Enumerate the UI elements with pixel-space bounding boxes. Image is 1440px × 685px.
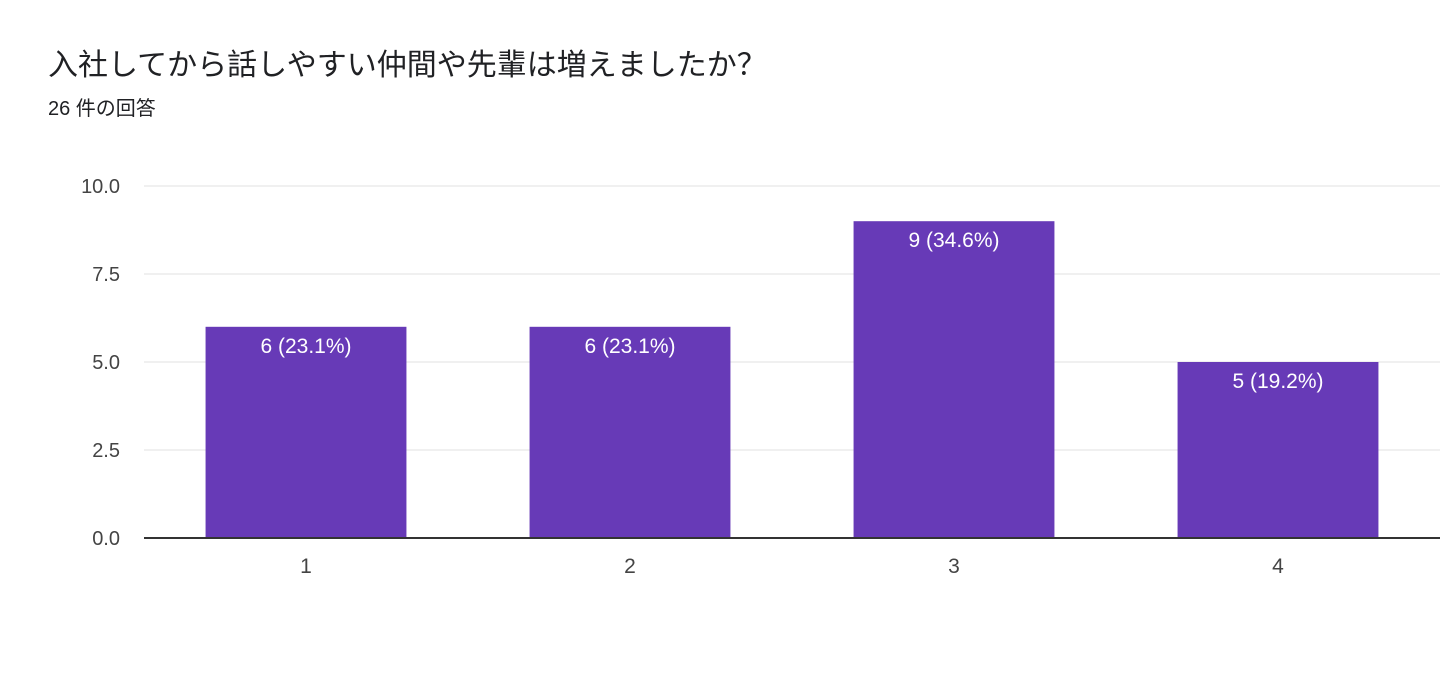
question-title: 入社してから話しやすい仲間や先輩は増えましたか？: [48, 49, 767, 82]
bar-data-label: 9 (34.6%): [908, 229, 999, 252]
x-tick-label: 1: [300, 555, 312, 578]
y-tick-label: 2.5: [92, 440, 120, 462]
x-tick-label: 2: [624, 555, 636, 578]
x-axis-ticks: 1 2 3 4: [300, 555, 1284, 578]
y-tick-label: 5.0: [92, 352, 120, 374]
bar-3[interactable]: [853, 221, 1055, 538]
bar-2[interactable]: [529, 326, 731, 538]
bar-data-label: 6 (23.1%): [260, 335, 351, 358]
y-tick-label: 0.0: [92, 528, 120, 550]
y-axis-ticks: 0.0 2.5 5.0 7.5 10.0: [81, 176, 120, 550]
y-tick-label: 10.0: [81, 176, 120, 198]
y-tick-label: 7.5: [92, 264, 120, 286]
response-count: 26 件の回答: [48, 98, 156, 120]
data-labels: 6 (23.1%) 6 (23.1%) 9 (34.6%) 5 (19.2%): [260, 229, 1323, 393]
x-tick-label: 3: [948, 555, 960, 578]
bar-1[interactable]: [205, 326, 407, 538]
bar-data-label: 6 (23.1%): [584, 335, 675, 358]
x-tick-label: 4: [1272, 555, 1284, 578]
bar-data-label: 5 (19.2%): [1232, 370, 1323, 393]
bars: [205, 221, 1379, 538]
bar-4[interactable]: [1177, 362, 1379, 538]
